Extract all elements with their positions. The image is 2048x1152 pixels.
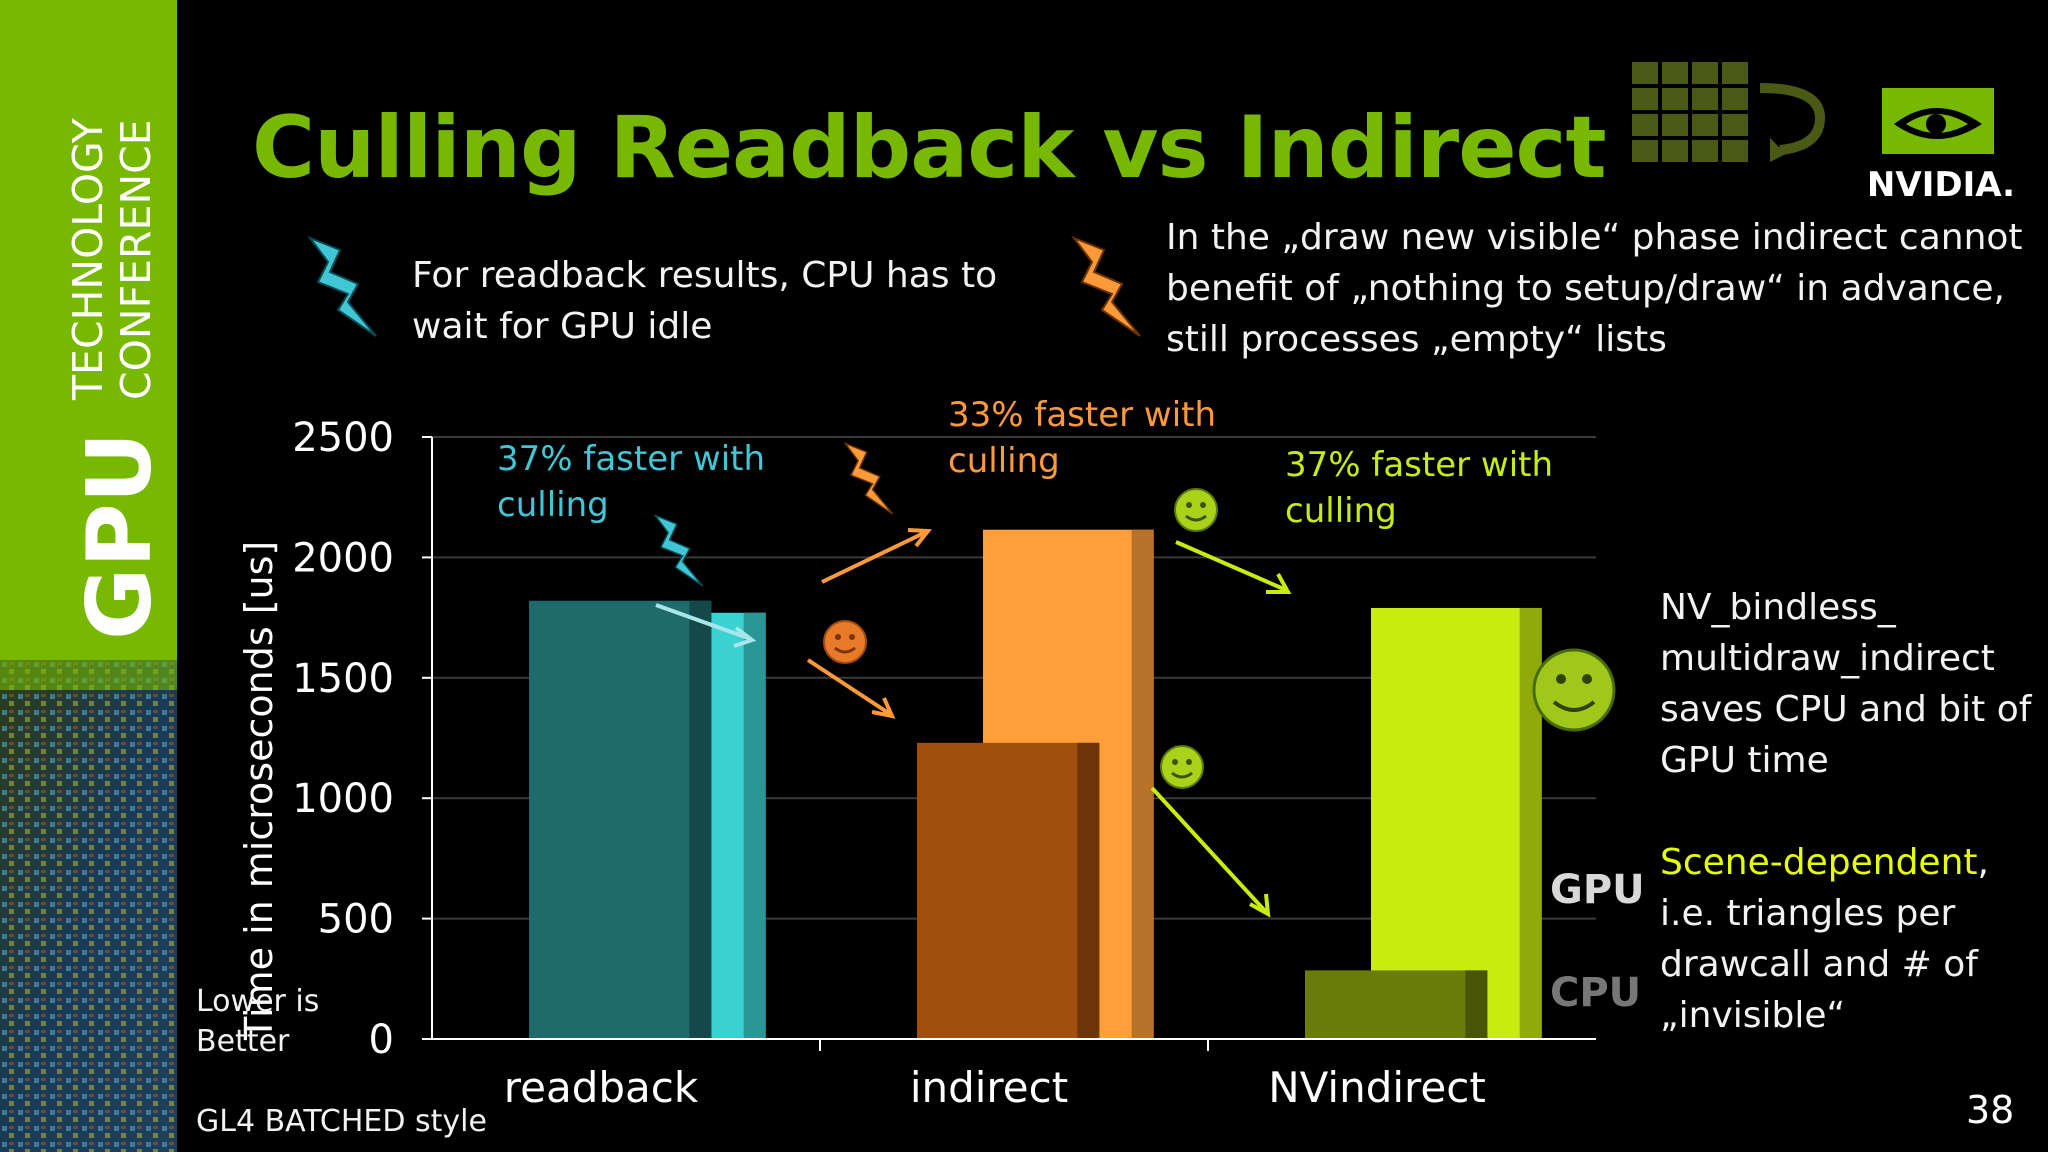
side-highlight-comma: ,: [1977, 842, 1989, 883]
arrow-readback: [655, 603, 749, 640]
y-tick-label: 1000: [292, 776, 394, 822]
bar-cpu-NVindirect: [1305, 970, 1488, 1039]
bar-cpu-side-indirect: [1077, 742, 1100, 1039]
legend-gpu: GPU: [1550, 867, 1645, 913]
side-line-1: NV_bindless_: [1660, 587, 1896, 628]
legend-cpu: CPU: [1550, 970, 1641, 1016]
bar-cpu-readback: [529, 600, 712, 1039]
slide-title: Culling Readback vs Indirect: [252, 98, 1607, 198]
smiley-orange-icon: [823, 620, 867, 664]
page-number: 38: [1966, 1088, 2015, 1132]
footer-style-label: GL4 BATCHED style: [196, 1104, 487, 1139]
pipeline-grid-icon: [1632, 62, 1826, 162]
arrow-nvindirect-gpu: [1175, 540, 1287, 592]
chip-die-image: [0, 660, 177, 1152]
arrow-indirect-gpu: [821, 530, 927, 584]
brand-technology: TECHNOLOGY: [64, 117, 112, 401]
smiley-large-icon: [1532, 648, 1616, 732]
brand-gpu: GPU: [68, 432, 171, 640]
x-label-readback: readback: [504, 1063, 699, 1112]
y-axis-ticks: 0 500 1000 1500 2000 2500: [292, 415, 432, 1063]
arrowhead-nvindirect-cpu: [1249, 893, 1271, 918]
annotation-nvindirect: 37% faster with culling: [1285, 445, 1554, 531]
note-indirect: In the „draw new visible“ phase indirect…: [1166, 212, 2023, 365]
conference-branding: GPU TECHNOLOGY CONFERENCE: [64, 117, 171, 640]
y-tick-label: 2500: [292, 415, 394, 461]
arrowhead-nvindirect-gpu: [1266, 573, 1292, 594]
note-readback: For readback results, CPU has to wait fo…: [412, 250, 997, 352]
y-tick-label: 2000: [292, 535, 394, 581]
y-axis-label: Time in microseconds [us]: [237, 541, 281, 1041]
y-tick-label: 0: [369, 1017, 394, 1063]
arrow-indirect-cpu: [806, 658, 892, 716]
nvidia-logo: NVIDIA.: [1867, 88, 2015, 204]
bar-cpu-side-NVindirect: [1465, 970, 1488, 1039]
side-line-2: multidraw_indirect: [1660, 638, 1995, 679]
conference-sidebar: GPU TECHNOLOGY CONFERENCE: [0, 0, 177, 1152]
lower-is-better-label: Lower is Better: [196, 984, 320, 1059]
lightning-teal-icon: [307, 236, 377, 337]
note-indirect-line3: still processes „empty“ lists: [1166, 319, 1667, 360]
y-tick-label: 500: [318, 897, 394, 943]
bar-gpu-side-NVindirect: [1519, 607, 1542, 1039]
brand-conference: CONFERENCE: [112, 119, 160, 400]
smiley-lime-small-icon: [1160, 745, 1204, 789]
annotation-readback: 37% faster with culling: [497, 439, 766, 525]
annotation-arrows: [655, 528, 1292, 918]
lightning-small-orange-icon: [843, 441, 894, 515]
y-tick-label: 1500: [292, 656, 394, 702]
arrowhead-readback: [733, 626, 757, 648]
arrow-nvindirect-cpu: [1150, 786, 1268, 914]
side-line-7: drawcall and # of: [1660, 944, 1978, 985]
side-line-6: i.e. triangles per: [1660, 893, 1956, 934]
side-line-4: GPU time: [1660, 740, 1829, 781]
bar-cpu-side-readback: [689, 600, 712, 1039]
annotation-indirect: 33% faster with culling: [948, 395, 1217, 481]
note-readback-line2: wait for GPU idle: [412, 306, 713, 347]
note-readback-line1: For readback results, CPU has to: [412, 255, 998, 296]
bar-gpu-side-readback: [743, 612, 766, 1039]
x-label-NVindirect: NVindirect: [1268, 1063, 1486, 1112]
bar-gpu-side-indirect: [1131, 529, 1154, 1039]
side-highlight: Scene-dependent: [1660, 842, 1978, 883]
arrowhead-indirect-cpu: [871, 697, 896, 719]
lightning-orange-icon: [1071, 236, 1141, 337]
bar-cpu-indirect: [917, 742, 1100, 1039]
side-line-3: saves CPU and bit of: [1660, 689, 2032, 730]
side-line-5: Scene-dependent,: [1660, 837, 2031, 888]
arrowhead-indirect-gpu: [907, 528, 933, 548]
side-spacer: [1660, 786, 2031, 837]
side-line-8: „invisible“: [1660, 995, 1846, 1036]
x-label-indirect: indirect: [910, 1063, 1068, 1112]
chart-bars: [529, 529, 1542, 1039]
bar-gpu-NVindirect: [1370, 607, 1542, 1039]
smiley-lime-icon: [1174, 488, 1218, 532]
note-indirect-line1: In the „draw new visible“ phase indirect…: [1166, 217, 2023, 258]
note-indirect-line2: benefit of „nothing to setup/draw“ in ad…: [1166, 268, 2005, 309]
nvidia-wordmark: NVIDIA.: [1867, 165, 2015, 204]
side-notes: NV_bindless_ multidraw_indirect saves CP…: [1660, 582, 2031, 1041]
lightning-small-teal-icon: [653, 513, 704, 587]
x-axis-labels: readback indirect NVindirect: [504, 1039, 1486, 1112]
